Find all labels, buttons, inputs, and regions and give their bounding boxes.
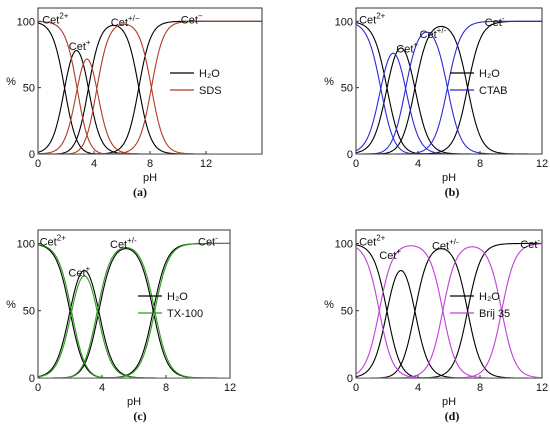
series-0-species-1-line	[356, 269, 542, 378]
series-0-species-1-line	[356, 47, 542, 154]
y-tick-label: 100	[17, 16, 35, 28]
series-0-species-0-line	[356, 244, 542, 378]
series-1-species-0-line	[38, 243, 230, 378]
x-axis-label: pH	[143, 172, 157, 184]
x-tick-label: 8	[163, 382, 169, 394]
legend-entry: SDS	[199, 85, 222, 97]
x-axis-label: pH	[127, 396, 141, 408]
legend-entry: H₂O	[199, 68, 220, 80]
species-label: Cet+/-	[432, 237, 459, 252]
x-tick-label: 4	[415, 382, 421, 394]
legend-entry: H₂O	[479, 68, 500, 80]
species-label: Cet−	[181, 11, 203, 26]
species-label: Cet+/-	[420, 26, 447, 41]
series-1-species-1-line	[38, 275, 230, 378]
species-label: Cet+	[396, 41, 418, 56]
species-label: Cet+	[69, 38, 91, 53]
species-label: Cet2+	[359, 233, 386, 248]
x-tick-label: 0	[35, 158, 41, 170]
y-axis-label: %	[324, 76, 334, 88]
y-tick-label: 100	[17, 238, 35, 250]
legend-entry: CTAB	[479, 85, 508, 97]
x-tick-label: 12	[200, 158, 212, 170]
species-label: Cet-	[198, 233, 218, 248]
species-label: Cet+/−	[111, 14, 140, 29]
chart-panel-a: 0 4 8 12 0 50 100 pH% Cet2+Cet+ Cet+/− Cet− H₂O SDS (…	[6, 7, 263, 199]
species-label: Cet2+	[40, 233, 67, 248]
y-tick-label: 50	[341, 83, 353, 95]
panel-caption: (d)	[445, 409, 460, 423]
series-1-species-2-line	[356, 31, 542, 154]
series-1-species-0-line	[38, 20, 262, 154]
species-label: Cet+	[379, 247, 401, 262]
y-axis-label: %	[6, 76, 16, 88]
y-tick-label: 50	[23, 306, 35, 318]
panel-caption: (c)	[133, 409, 146, 423]
x-tick-label: 12	[536, 382, 548, 394]
curves	[356, 20, 542, 154]
y-tick-label: 100	[335, 238, 353, 250]
series-1-species-1-line	[38, 58, 262, 154]
x-tick-label: 4	[91, 158, 97, 170]
series-1-species-3-line	[356, 20, 542, 154]
x-tick-label: 8	[477, 158, 483, 170]
series-1-species-1-line	[356, 245, 542, 378]
y-tick-label: 0	[29, 149, 35, 161]
series-1-species-2-line	[38, 23, 262, 154]
panel-caption: (a)	[133, 185, 147, 199]
x-tick-label: 8	[477, 382, 483, 394]
series-1-species-3-line	[38, 20, 262, 154]
series-1-species-0-line	[356, 247, 542, 378]
series-1-species-1-line	[356, 52, 542, 154]
y-tick-label: 100	[335, 16, 353, 28]
series-1-species-0-line	[356, 24, 542, 154]
series-1-species-2-line	[38, 247, 230, 378]
y-tick-label: 0	[347, 149, 353, 161]
x-axis-label: pH	[442, 172, 456, 184]
y-tick-label: 0	[347, 373, 353, 385]
series-1-species-3-line	[38, 242, 230, 378]
x-tick-label: 4	[99, 382, 105, 394]
chart-panel-c: 0 4 8 12 0 50 100 pH% Cet2+ Cet+ Cet+/- Cet- H₂O TX-1…	[6, 229, 236, 423]
x-axis-label: pH	[442, 396, 456, 408]
series-1-species-2-line	[356, 246, 542, 378]
y-axis-label: %	[6, 299, 16, 311]
x-tick-label: 4	[415, 158, 421, 170]
legend-entry: H₂O	[479, 291, 500, 303]
x-tick-label: 12	[224, 382, 236, 394]
panel-caption: (b)	[445, 185, 460, 199]
series-1-species-3-line	[356, 243, 542, 378]
series-0-species-3-line	[356, 242, 542, 378]
x-tick-label: 8	[147, 158, 153, 170]
x-tick-label: 0	[353, 382, 359, 394]
series-0-species-0-line	[356, 22, 542, 154]
x-tick-label: 0	[35, 382, 41, 394]
legend-entry: H₂O	[167, 291, 188, 303]
y-tick-label: 50	[341, 306, 353, 318]
x-tick-label: 12	[536, 158, 548, 170]
legend-entry: TX-100	[167, 308, 203, 320]
y-tick-label: 50	[23, 83, 35, 95]
y-tick-label: 0	[29, 373, 35, 385]
species-label: Cet+	[68, 264, 90, 279]
species-label: Cet2+	[359, 11, 386, 26]
series-0-species-1-line	[38, 49, 262, 154]
species-label: Cet2+	[42, 11, 69, 26]
species-label: Cet+/-	[110, 236, 137, 251]
species-label: Cet-	[520, 236, 540, 251]
y-axis-label: %	[324, 299, 334, 311]
curves	[38, 242, 230, 378]
series-0-species-0-line	[38, 22, 262, 154]
species-label: Cet-	[485, 14, 505, 29]
x-tick-label: 0	[353, 158, 359, 170]
series-0-species-2-line	[38, 24, 262, 154]
legend-entry: Brij 35	[479, 308, 510, 320]
series-0-species-3-line	[356, 20, 542, 154]
curves	[356, 242, 542, 378]
chart-panel-b: 0 4 8 12 0 50 100 pH% Cet2+ Cet+Cet+/- Cet- H₂O CTAB…	[324, 7, 548, 199]
chart-panel-d: 0 4 8 12 0 50 100 pH% Cet2+Cet+ Cet+/- Cet- H₂O Brij…	[324, 229, 548, 423]
series-0-species-2-line	[356, 25, 542, 154]
